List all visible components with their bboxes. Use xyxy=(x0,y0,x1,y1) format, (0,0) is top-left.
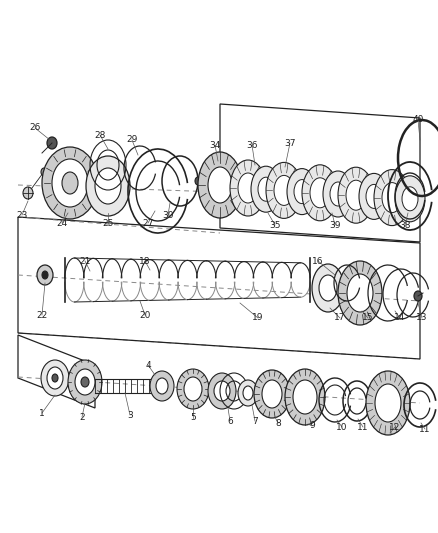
Text: 2: 2 xyxy=(79,413,85,422)
Ellipse shape xyxy=(230,160,266,216)
Ellipse shape xyxy=(287,168,317,215)
Text: 40: 40 xyxy=(412,116,424,125)
Text: 7: 7 xyxy=(252,416,258,425)
Text: 12: 12 xyxy=(389,423,401,432)
Text: 28: 28 xyxy=(94,131,106,140)
Ellipse shape xyxy=(251,166,281,212)
Ellipse shape xyxy=(95,168,121,204)
Text: 5: 5 xyxy=(190,414,196,423)
Ellipse shape xyxy=(302,165,338,221)
Ellipse shape xyxy=(402,187,418,211)
Text: 17: 17 xyxy=(334,313,346,322)
Ellipse shape xyxy=(338,167,374,223)
Text: 34: 34 xyxy=(209,141,221,149)
Ellipse shape xyxy=(414,291,422,301)
Ellipse shape xyxy=(262,380,282,408)
Ellipse shape xyxy=(374,169,410,225)
Text: 23: 23 xyxy=(16,211,28,220)
Ellipse shape xyxy=(195,177,201,185)
Text: 8: 8 xyxy=(275,418,281,427)
Text: 18: 18 xyxy=(139,256,151,265)
Ellipse shape xyxy=(319,275,337,301)
Text: 29: 29 xyxy=(126,135,138,144)
Ellipse shape xyxy=(243,386,253,400)
Ellipse shape xyxy=(312,264,344,312)
Ellipse shape xyxy=(68,360,102,404)
Ellipse shape xyxy=(86,156,130,216)
Ellipse shape xyxy=(184,377,202,401)
Ellipse shape xyxy=(254,370,290,418)
Ellipse shape xyxy=(330,182,346,206)
Ellipse shape xyxy=(75,369,95,395)
Text: 3: 3 xyxy=(127,410,133,419)
Text: 21: 21 xyxy=(79,256,91,265)
Ellipse shape xyxy=(293,380,317,414)
Ellipse shape xyxy=(238,173,258,203)
Ellipse shape xyxy=(47,367,63,389)
Ellipse shape xyxy=(382,183,402,213)
Text: 30: 30 xyxy=(162,211,174,220)
Ellipse shape xyxy=(42,147,98,219)
Ellipse shape xyxy=(346,180,366,210)
Ellipse shape xyxy=(395,176,425,222)
Ellipse shape xyxy=(366,371,410,435)
Ellipse shape xyxy=(338,261,382,325)
Ellipse shape xyxy=(23,187,33,199)
Ellipse shape xyxy=(156,378,168,394)
Text: 35: 35 xyxy=(269,221,281,230)
Text: 25: 25 xyxy=(102,219,114,228)
Text: 24: 24 xyxy=(57,219,67,228)
Text: 39: 39 xyxy=(329,221,341,230)
Text: 38: 38 xyxy=(399,221,411,230)
Ellipse shape xyxy=(266,163,302,219)
Text: 16: 16 xyxy=(312,256,324,265)
Ellipse shape xyxy=(52,159,88,207)
Ellipse shape xyxy=(52,374,58,382)
Ellipse shape xyxy=(198,152,242,218)
Ellipse shape xyxy=(41,360,69,396)
Ellipse shape xyxy=(41,168,47,176)
Polygon shape xyxy=(18,335,95,408)
Ellipse shape xyxy=(323,171,353,217)
Ellipse shape xyxy=(208,167,232,203)
Ellipse shape xyxy=(285,369,325,425)
Ellipse shape xyxy=(274,175,294,205)
Text: 1: 1 xyxy=(39,408,45,417)
Ellipse shape xyxy=(214,381,230,401)
Ellipse shape xyxy=(208,373,236,409)
Ellipse shape xyxy=(294,180,310,204)
Text: 22: 22 xyxy=(36,311,48,319)
Ellipse shape xyxy=(42,271,48,279)
Ellipse shape xyxy=(238,380,258,406)
Ellipse shape xyxy=(47,137,57,149)
Ellipse shape xyxy=(310,178,330,208)
Text: 20: 20 xyxy=(139,311,151,319)
Text: 9: 9 xyxy=(309,422,315,431)
Text: 11: 11 xyxy=(357,423,369,432)
Text: 10: 10 xyxy=(336,423,348,432)
Text: 26: 26 xyxy=(29,124,41,133)
Text: 36: 36 xyxy=(246,141,258,149)
Text: 4: 4 xyxy=(145,360,151,369)
Text: 15: 15 xyxy=(362,313,374,322)
Ellipse shape xyxy=(366,184,382,208)
Text: 19: 19 xyxy=(252,313,264,322)
Ellipse shape xyxy=(37,265,53,285)
Ellipse shape xyxy=(62,172,78,194)
Ellipse shape xyxy=(347,274,373,312)
Text: 6: 6 xyxy=(227,416,233,425)
Ellipse shape xyxy=(258,177,274,201)
Text: 14: 14 xyxy=(394,313,406,322)
Ellipse shape xyxy=(81,377,89,387)
Ellipse shape xyxy=(375,384,401,422)
Ellipse shape xyxy=(150,371,174,401)
Text: 11: 11 xyxy=(419,424,431,433)
Text: 13: 13 xyxy=(416,313,428,322)
Ellipse shape xyxy=(359,173,389,220)
Ellipse shape xyxy=(177,369,209,409)
Text: 27: 27 xyxy=(142,219,154,228)
Text: 37: 37 xyxy=(284,139,296,148)
